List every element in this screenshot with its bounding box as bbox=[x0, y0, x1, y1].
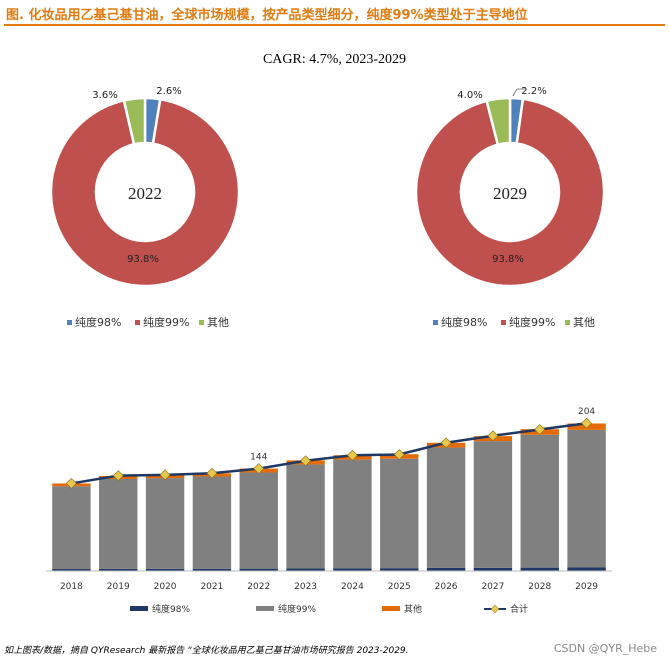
legend-swatch bbox=[67, 320, 72, 325]
x-tick-label: 2023 bbox=[294, 582, 317, 592]
legend-swatch bbox=[501, 320, 506, 325]
legend-label: 纯度99% bbox=[143, 315, 189, 329]
slice-value-label: 93.8% bbox=[127, 254, 159, 265]
legend-swatch bbox=[433, 320, 438, 325]
bar-segment bbox=[192, 476, 232, 569]
bar-segment bbox=[473, 567, 513, 571]
bar-segment bbox=[567, 429, 606, 568]
legend-label: 其他 bbox=[207, 316, 229, 329]
total-marker bbox=[206, 467, 218, 479]
x-tick-label: 2020 bbox=[154, 582, 177, 592]
total-marker bbox=[65, 478, 77, 489]
bar-segment bbox=[192, 568, 232, 571]
donut-center-label: 2022 bbox=[128, 184, 162, 203]
legend-swatch bbox=[256, 606, 274, 611]
legend-label: 其他 bbox=[573, 316, 595, 329]
total-marker bbox=[393, 449, 405, 460]
bar-segment bbox=[99, 568, 138, 571]
legend-swatch bbox=[199, 320, 204, 325]
bar-segment bbox=[567, 567, 606, 571]
total-marker bbox=[112, 470, 124, 482]
bar-segment bbox=[286, 568, 325, 571]
bar-segment bbox=[380, 568, 419, 571]
x-tick-label: 2028 bbox=[528, 582, 551, 592]
stacked-bar-chart: 2018 2019 2020 2021 2022 2023 2024 2025 2026 2027… bbox=[46, 407, 612, 615]
x-tick-label: 2019 bbox=[107, 582, 130, 592]
x-tick-label: 2025 bbox=[388, 582, 411, 592]
watermark: CSDN @QYR_Hebe bbox=[553, 642, 657, 655]
slice-value-label: 2.2% bbox=[521, 86, 546, 97]
bar-segment bbox=[520, 434, 559, 568]
title-bar: 图. 化妆品用乙基己基甘油，全球市场规模，按产品类型细分，纯度99%类型处于主导… bbox=[4, 2, 665, 26]
legend-label: 纯度98% bbox=[152, 603, 190, 615]
x-tick-label: 2027 bbox=[481, 582, 504, 592]
x-tick-label: 2024 bbox=[341, 582, 364, 592]
cagr-label: CAGR: 4.7%, 2023-2029 bbox=[262, 52, 407, 67]
legend-label: 纯度99% bbox=[278, 603, 316, 615]
bar-segment bbox=[333, 459, 372, 569]
bar-segment bbox=[380, 458, 419, 569]
x-tick-label: 2022 bbox=[247, 582, 270, 592]
bar-segment bbox=[333, 568, 372, 571]
slice-value-label: 3.6% bbox=[92, 90, 117, 101]
bar-segment bbox=[286, 464, 325, 569]
bar-segment bbox=[426, 567, 466, 571]
bar-segment bbox=[145, 478, 185, 569]
legend-swatch bbox=[565, 320, 570, 325]
donut-chart-2022: 2.6% 93.8% 3.6% 2022 纯度98% 纯度99% 其他 bbox=[49, 86, 241, 329]
x-tick-label: 2029 bbox=[575, 582, 598, 592]
data-label: 144 bbox=[250, 453, 267, 463]
slice-value-label: 93.8% bbox=[492, 254, 524, 265]
total-line bbox=[71, 421, 587, 485]
total-marker bbox=[159, 469, 171, 481]
legend-label: 纯度99% bbox=[509, 315, 555, 329]
x-tick-label: 2018 bbox=[60, 582, 83, 592]
figure-title: 图. 化妆品用乙基己基甘油，全球市场规模，按产品类型细分，纯度99%类型处于主导… bbox=[6, 8, 528, 23]
x-tick-label: 2021 bbox=[200, 582, 223, 592]
donut-slice bbox=[122, 96, 147, 146]
bar-segment bbox=[473, 441, 513, 568]
bar-segment bbox=[99, 478, 138, 569]
slice-value-label: 4.0% bbox=[457, 90, 482, 101]
donut-chart-2029: 2.2% 93.8% 4.0% 2029 纯度98% 纯度99% 其他 bbox=[414, 86, 606, 329]
legend-swatch bbox=[130, 606, 148, 611]
total-marker bbox=[440, 437, 452, 449]
total-marker bbox=[300, 455, 312, 467]
x-tick-label: 2026 bbox=[435, 582, 458, 592]
bar-segment bbox=[145, 568, 185, 571]
bar-segment bbox=[520, 567, 559, 571]
total-marker bbox=[534, 424, 546, 435]
data-label: 204 bbox=[578, 407, 595, 417]
legend-label: 纯度98% bbox=[75, 315, 121, 329]
donut-slice bbox=[485, 96, 512, 147]
bar-segment bbox=[239, 568, 278, 571]
total-marker bbox=[487, 430, 499, 442]
donut-center-label: 2029 bbox=[493, 184, 527, 203]
legend-label: 合计 bbox=[510, 603, 528, 615]
slice-value-label: 2.6% bbox=[156, 86, 181, 97]
total-marker bbox=[253, 463, 265, 475]
donut-slice bbox=[49, 97, 241, 288]
bar-segment bbox=[239, 472, 278, 569]
legend-label: 纯度98% bbox=[441, 315, 487, 329]
bar-segment bbox=[52, 569, 91, 571]
total-marker bbox=[581, 417, 593, 429]
source-note: 如上图表/数据，摘自 QYResearch 最新报告 “全球化妆品用乙基己基甘油… bbox=[4, 646, 409, 656]
legend-label: 其他 bbox=[404, 603, 422, 615]
legend-swatch bbox=[135, 320, 140, 325]
donut-slice bbox=[414, 97, 606, 288]
total-marker bbox=[346, 449, 358, 461]
bar-segment bbox=[52, 486, 91, 570]
bar-segment bbox=[426, 447, 466, 568]
legend-swatch bbox=[382, 606, 400, 611]
